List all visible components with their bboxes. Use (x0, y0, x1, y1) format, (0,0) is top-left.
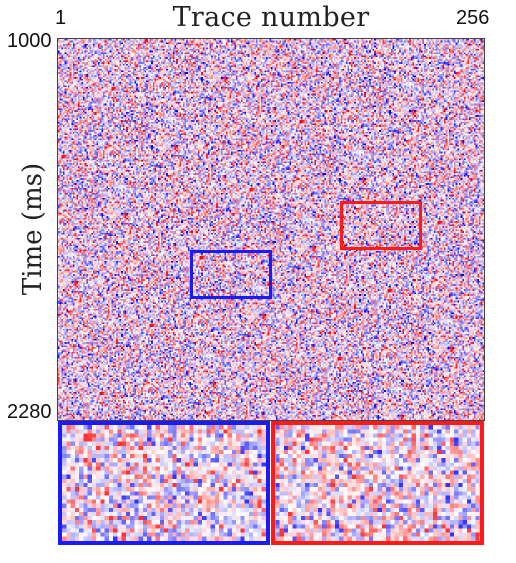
blue-region-box (189, 250, 272, 300)
red-zoom-frame (271, 421, 484, 545)
blue-region-zoom (58, 421, 270, 545)
blue-zoom-frame (58, 421, 270, 545)
y-tick-start: 1000 (7, 30, 52, 52)
x-tick-start: 1 (55, 7, 67, 29)
red-region-box (340, 201, 423, 251)
y-axis-label: Time (ms) (18, 162, 48, 296)
blue-zoom-canvas (58, 421, 270, 545)
x-tick-end: 256 (456, 7, 490, 29)
red-zoom-canvas (271, 421, 484, 545)
seismic-heatmap (57, 38, 485, 421)
y-tick-end: 2280 (7, 401, 52, 423)
heatmap-canvas (58, 39, 484, 420)
chart-title: Trace number (172, 2, 370, 33)
red-region-zoom (271, 421, 484, 545)
